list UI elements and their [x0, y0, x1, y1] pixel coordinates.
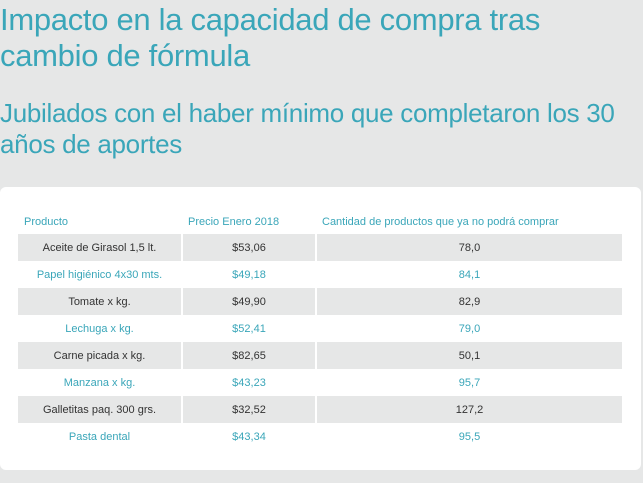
page-subtitle: Jubilados con el haber mínimo que comple…: [0, 98, 615, 159]
price-cell: $53,06: [182, 234, 317, 261]
quantity-cell: 95,5: [316, 423, 622, 450]
table-row: Papel higiénico 4x30 mts. $49,18 84,1: [18, 261, 622, 288]
price-cell: $49,90: [182, 288, 317, 315]
data-table: Producto Precio Enero 2018 Cantidad de p…: [18, 209, 622, 450]
column-header-quantity: Cantidad de productos que ya no podrá co…: [322, 215, 559, 228]
price-cell: $52,41: [182, 315, 317, 342]
table-row: Carne picada x kg. $82,65 50,1: [18, 342, 622, 369]
table-row: Galletitas paq. 300 grs. $32,52 127,2: [18, 396, 622, 423]
table-card: Producto Precio Enero 2018 Cantidad de p…: [0, 187, 641, 470]
price-cell: $32,52: [182, 396, 317, 423]
product-cell: Aceite de Girasol 1,5 lt.: [18, 234, 183, 261]
page-title: Impacto en la capacidad de compra tras c…: [0, 2, 541, 73]
product-cell: Carne picada x kg.: [18, 342, 183, 369]
quantity-cell: 95,7: [316, 369, 622, 396]
column-header-product: Producto: [24, 215, 69, 228]
product-cell: Galletitas paq. 300 grs.: [18, 396, 183, 423]
product-cell: Lechuga x kg.: [18, 315, 183, 342]
product-cell: Papel higiénico 4x30 mts.: [18, 261, 183, 288]
table-row: Pasta dental $43,34 95,5: [18, 423, 622, 450]
table-row: Aceite de Girasol 1,5 lt. $53,06 78,0: [18, 234, 622, 261]
product-cell: Tomate x kg.: [18, 288, 183, 315]
quantity-cell: 127,2: [316, 396, 622, 423]
table-row: Tomate x kg. $49,90 82,9: [18, 288, 622, 315]
price-cell: $49,18: [182, 261, 317, 288]
price-cell: $82,65: [182, 342, 317, 369]
price-cell: $43,34: [182, 423, 317, 450]
quantity-cell: 82,9: [316, 288, 622, 315]
header-row: Producto Precio Enero 2018 Cantidad de p…: [18, 209, 622, 234]
table-row: Lechuga x kg. $52,41 79,0: [18, 315, 622, 342]
quantity-cell: 78,0: [316, 234, 622, 261]
table-row: Manzana x kg. $43,23 95,7: [18, 369, 622, 396]
quantity-cell: 79,0: [316, 315, 622, 342]
quantity-cell: 50,1: [316, 342, 622, 369]
product-cell: Pasta dental: [18, 423, 183, 450]
price-cell: $43,23: [182, 369, 317, 396]
quantity-cell: 84,1: [316, 261, 622, 288]
column-header-price: Precio Enero 2018: [188, 215, 280, 228]
product-cell: Manzana x kg.: [18, 369, 183, 396]
